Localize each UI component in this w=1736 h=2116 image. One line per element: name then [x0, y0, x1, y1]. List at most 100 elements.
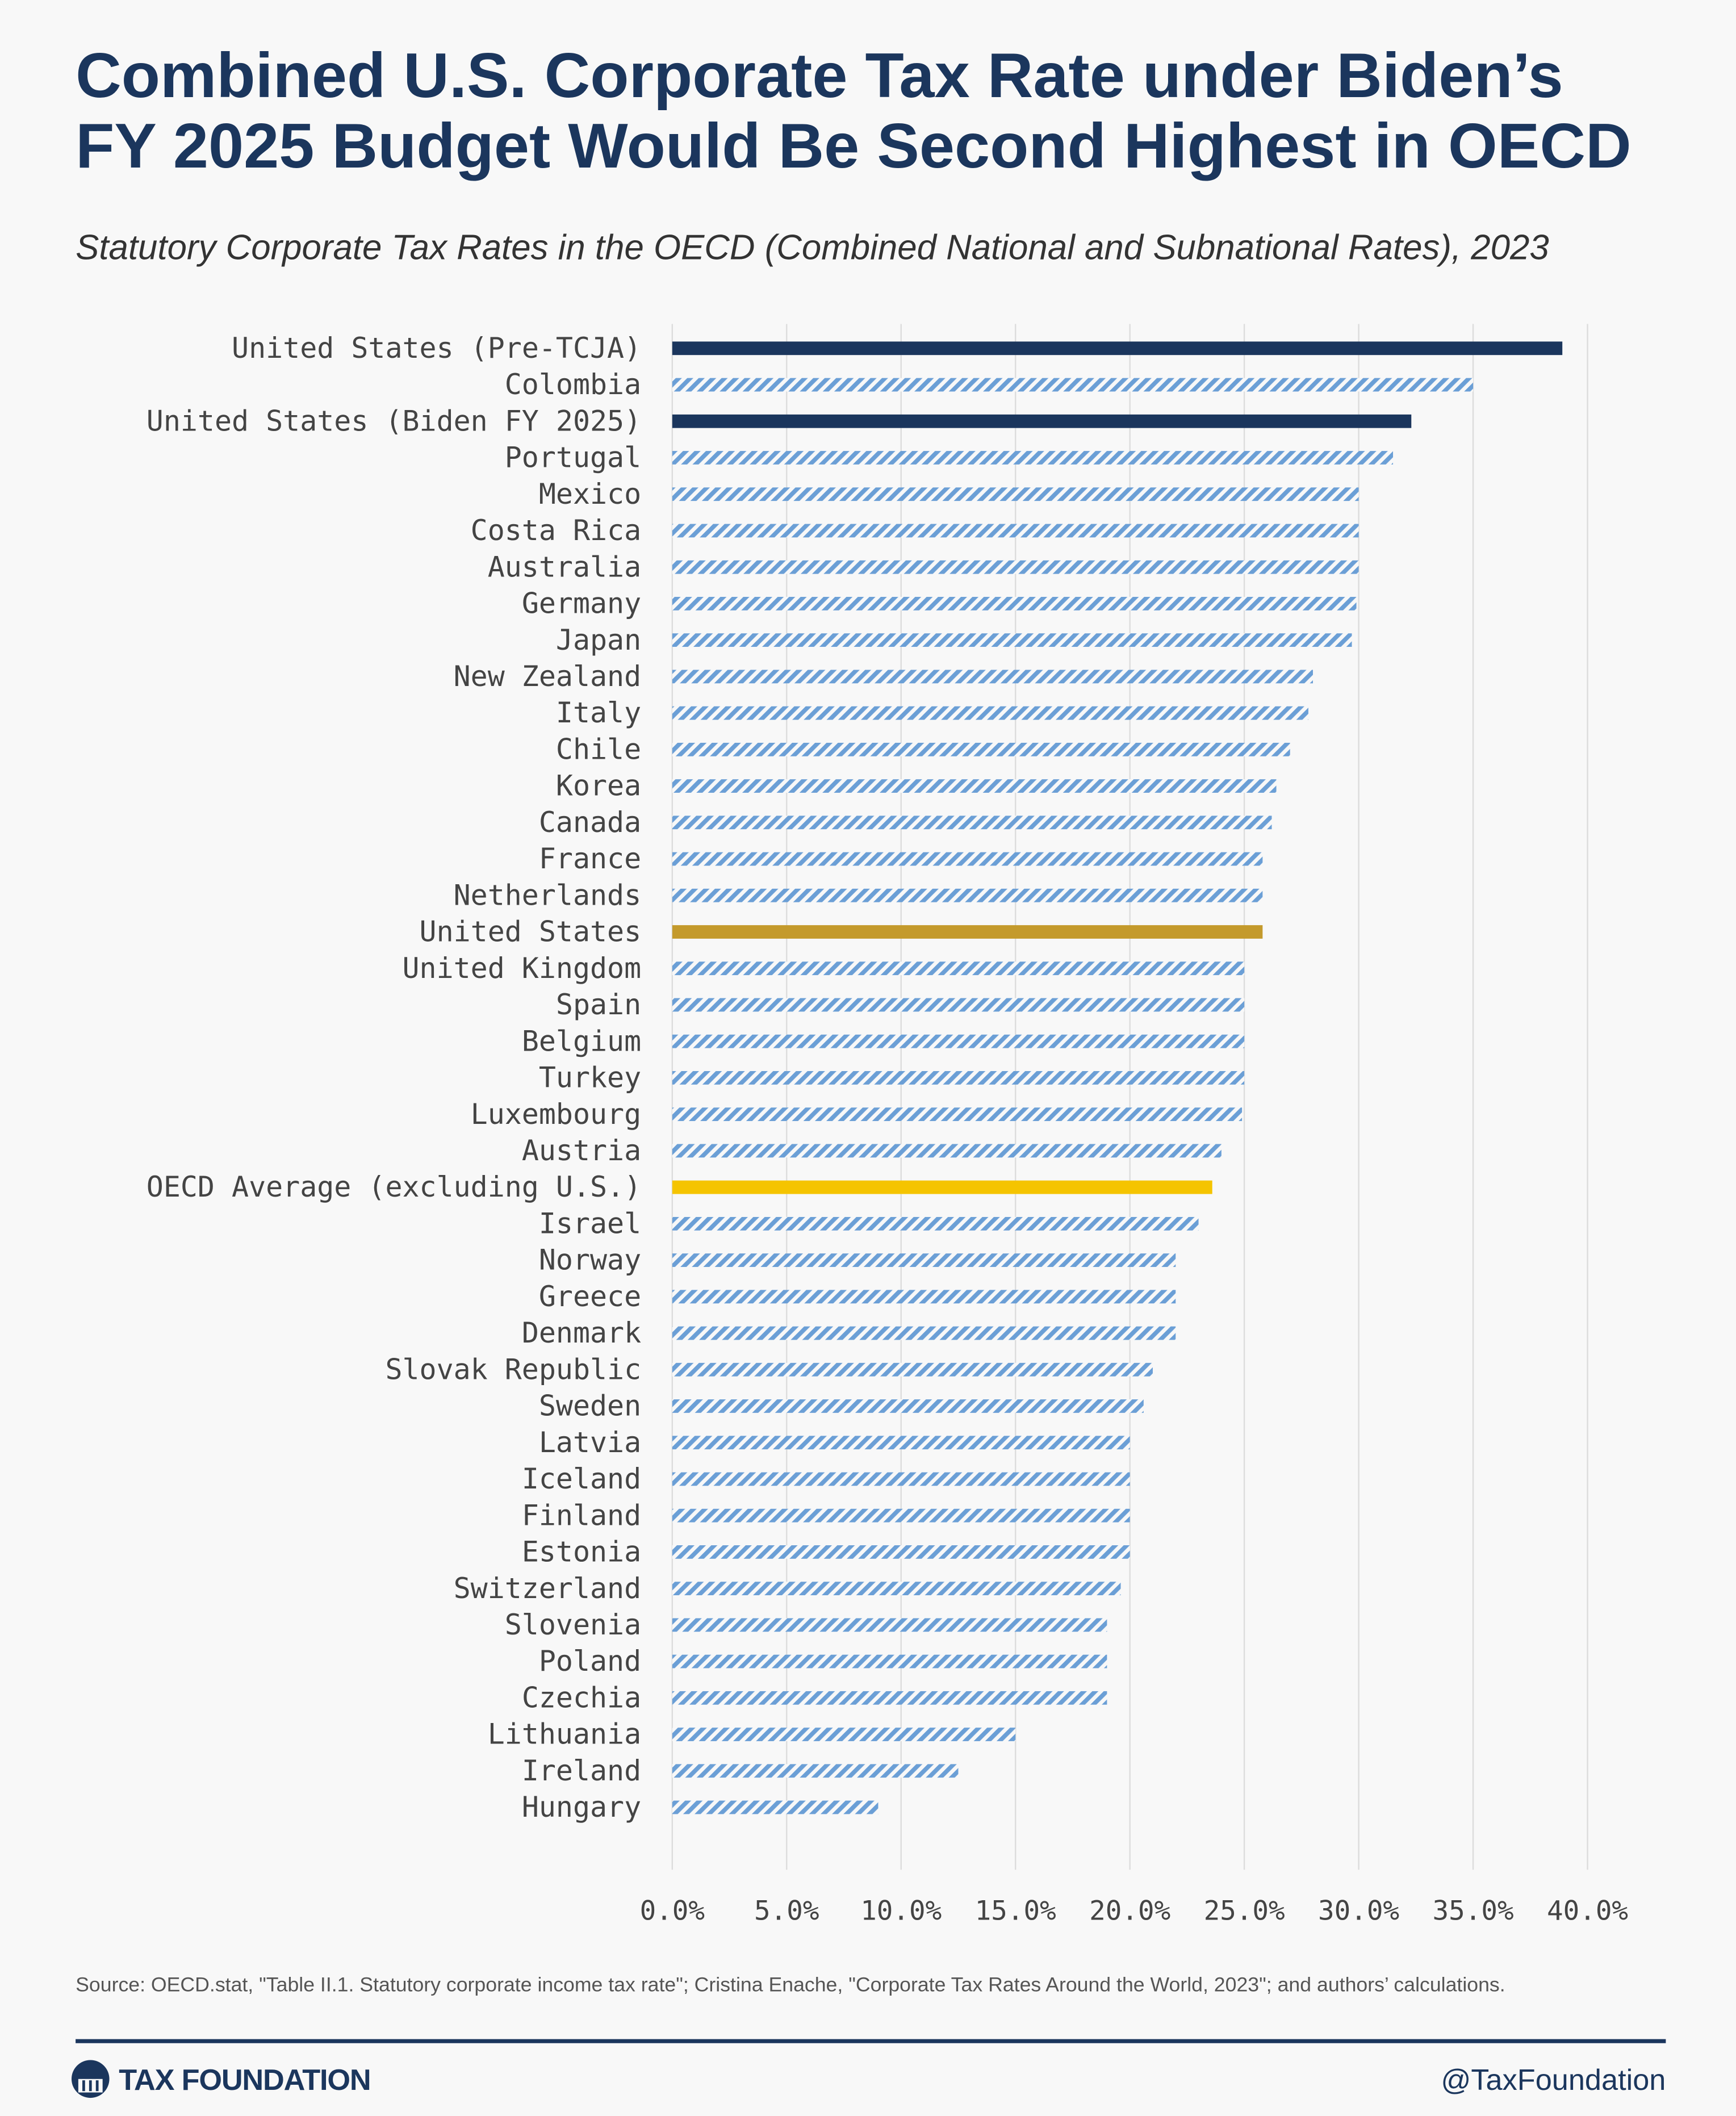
- y-tick-label: United States (Pre-TCJA): [232, 332, 641, 365]
- bar: [672, 1034, 1245, 1048]
- bar: [672, 1107, 1243, 1122]
- x-tick-label: 0.0%: [640, 1895, 705, 1926]
- brand: TAX FOUNDATION: [119, 2064, 370, 2097]
- chart-title: FY 2025 Budget Would Be Second Highest i…: [76, 110, 1632, 181]
- bar: [672, 1545, 1130, 1559]
- y-tick-label: United Kingdom: [402, 952, 641, 985]
- y-tick-label: Finland: [522, 1499, 641, 1532]
- bar: [672, 341, 1563, 356]
- y-tick-label: France: [539, 842, 641, 875]
- y-tick-label: Norway: [539, 1244, 641, 1277]
- y-tick-label: Belgium: [522, 1024, 641, 1057]
- bar: [672, 1290, 1176, 1304]
- y-tick-label: Luxembourg: [471, 1098, 641, 1131]
- x-tick-label: 40.0%: [1547, 1895, 1628, 1926]
- bar: [672, 742, 1290, 756]
- y-tick-label: Israel: [539, 1207, 641, 1240]
- bar: [672, 1691, 1107, 1705]
- y-tick-label: Slovenia: [505, 1608, 641, 1641]
- bar: [672, 888, 1263, 902]
- bar: [672, 597, 1357, 610]
- y-tick-label: Japan: [556, 624, 641, 656]
- bar: [672, 1582, 1121, 1596]
- bar: [672, 852, 1263, 866]
- y-tick-label: Italy: [556, 696, 641, 729]
- bar: [672, 1508, 1130, 1523]
- bar: [672, 998, 1245, 1012]
- logo: [71, 2060, 110, 2098]
- source-note: Source: OECD.stat, "Table II.1. Statutor…: [76, 1973, 1505, 1997]
- bar: [672, 1618, 1107, 1632]
- y-tick-label: Greece: [539, 1280, 641, 1313]
- bar: [672, 1144, 1222, 1158]
- bar: [672, 1654, 1107, 1668]
- y-tick-label: Slovak Republic: [385, 1353, 641, 1386]
- bar: [672, 1728, 1016, 1741]
- y-tick-label: Hungary: [522, 1791, 641, 1824]
- bar: [672, 560, 1359, 574]
- bar: [672, 414, 1412, 428]
- y-tick-label: Latvia: [539, 1426, 641, 1459]
- y-tick-label: Germany: [522, 587, 641, 620]
- y-tick-label: United States: [420, 915, 642, 948]
- x-tick-label: 15.0%: [975, 1895, 1056, 1926]
- bar: [672, 378, 1474, 392]
- bar: [672, 451, 1394, 465]
- y-tick-label: Lithuania: [488, 1718, 641, 1751]
- y-tick-label: New Zealand: [454, 660, 642, 693]
- y-tick-label: Colombia: [505, 368, 641, 401]
- y-tick-label: Estonia: [522, 1536, 641, 1569]
- y-tick-label: Turkey: [539, 1061, 641, 1094]
- bar: [672, 1800, 879, 1814]
- bar: [672, 1399, 1144, 1413]
- x-tick-label: 20.0%: [1089, 1895, 1170, 1926]
- y-tick-label: Poland: [539, 1645, 641, 1678]
- handle: @TaxFoundation: [1441, 2064, 1666, 2097]
- bar: [672, 925, 1263, 939]
- bar: [672, 1253, 1176, 1267]
- bar: [672, 1180, 1212, 1194]
- x-tick-label: 10.0%: [860, 1895, 942, 1926]
- y-tick-label: Spain: [556, 988, 641, 1021]
- bar: [672, 487, 1359, 501]
- y-tick-label: United States (Biden FY 2025): [147, 404, 641, 437]
- x-tick-label: 5.0%: [754, 1895, 819, 1926]
- y-tick-label: Austria: [522, 1134, 641, 1167]
- x-tick-label: 35.0%: [1433, 1895, 1514, 1926]
- bar: [672, 1436, 1130, 1450]
- chart-subtitle: Statutory Corporate Tax Rates in the OEC…: [76, 228, 1549, 267]
- x-tick-label: 30.0%: [1318, 1895, 1399, 1926]
- bar: [672, 1362, 1153, 1377]
- y-tick-label: Switzerland: [454, 1572, 642, 1605]
- y-tick-label: Portugal: [505, 441, 641, 474]
- y-tick-label: Denmark: [522, 1316, 641, 1349]
- y-tick-label: Chile: [556, 733, 641, 766]
- y-tick-label: Iceland: [522, 1462, 641, 1495]
- y-tick-label: Korea: [556, 770, 641, 802]
- y-tick-label: Australia: [488, 550, 641, 583]
- y-tick-label: Ireland: [522, 1754, 641, 1787]
- bar: [672, 633, 1352, 647]
- bar: [672, 670, 1313, 684]
- bar: [672, 1472, 1130, 1486]
- bar: [672, 706, 1308, 720]
- bar: [672, 779, 1277, 793]
- y-tick-label: Czechia: [522, 1681, 641, 1714]
- y-tick-label: OECD Average (excluding U.S.): [147, 1170, 641, 1203]
- bar: [672, 1216, 1199, 1231]
- bar: [672, 1764, 959, 1778]
- bar: [672, 961, 1245, 976]
- y-tick-label: Costa Rica: [471, 514, 641, 547]
- bar: [672, 524, 1359, 538]
- y-tick-label: Mexico: [539, 478, 641, 511]
- bar: [672, 1071, 1245, 1085]
- chart-title: Combined U.S. Corporate Tax Rate under B…: [76, 40, 1563, 111]
- bar: [672, 1326, 1176, 1340]
- x-tick-label: 25.0%: [1204, 1895, 1285, 1926]
- y-tick-label: Netherlands: [454, 879, 642, 911]
- y-tick-label: Sweden: [539, 1390, 641, 1423]
- bar: [672, 816, 1272, 830]
- y-tick-label: Canada: [539, 806, 641, 839]
